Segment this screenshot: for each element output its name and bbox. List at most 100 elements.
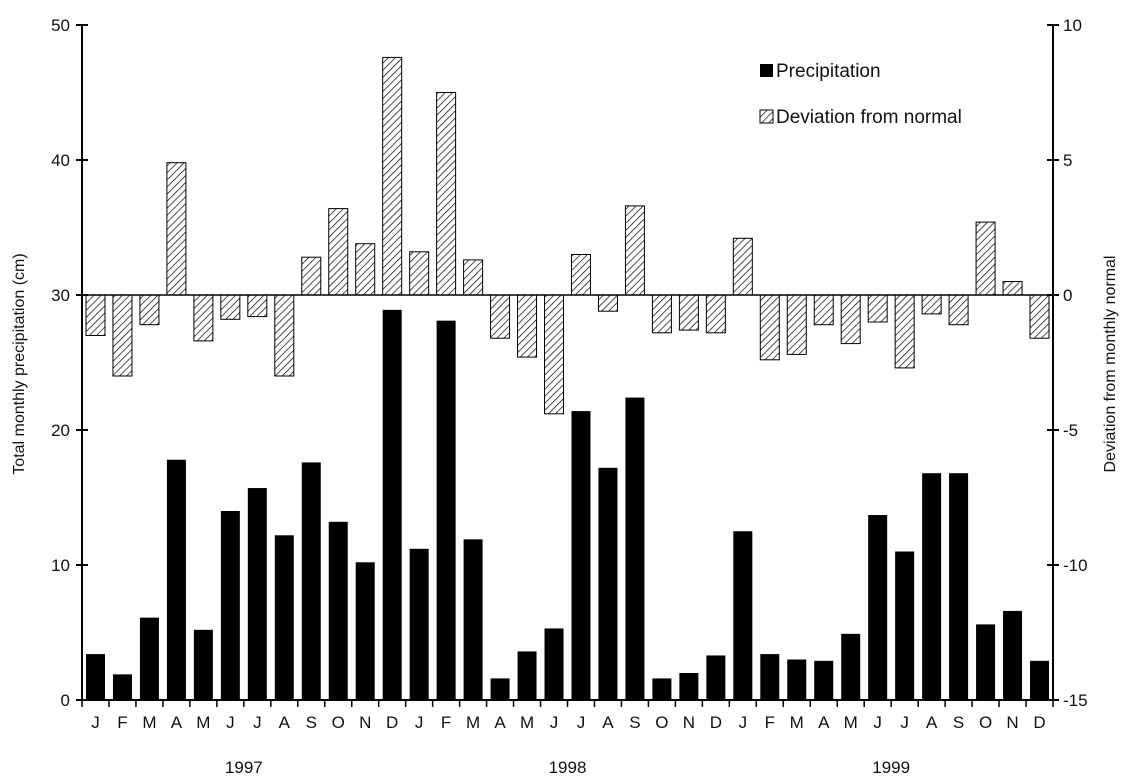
x-tick-label: A xyxy=(494,713,506,732)
x-tick-label: A xyxy=(926,713,938,732)
deviation-bar xyxy=(463,259,484,296)
deviation-bar xyxy=(301,256,322,296)
x-tick-label: J xyxy=(900,713,909,732)
deviation-bar xyxy=(382,56,403,296)
deviation-bar xyxy=(1029,294,1050,339)
deviation-bar xyxy=(921,294,942,315)
x-tick-label: J xyxy=(91,713,100,732)
x-tick-label: D xyxy=(1033,713,1045,732)
x-tick-label: J xyxy=(577,713,586,732)
right-tick-label: -5 xyxy=(1063,421,1078,440)
precipitation-bar xyxy=(409,548,429,700)
deviation-bar xyxy=(139,294,160,326)
deviation-bar xyxy=(948,294,969,326)
right-tick-label: 0 xyxy=(1063,286,1072,305)
deviation-bar xyxy=(112,294,133,377)
deviation-bar xyxy=(328,208,349,296)
precipitation-bar xyxy=(544,628,564,700)
right-tick-label: -15 xyxy=(1063,691,1088,710)
right-tick-label: 5 xyxy=(1063,151,1072,170)
deviation-bar xyxy=(624,205,645,296)
x-tick-label: J xyxy=(415,713,424,732)
x-tick-label: S xyxy=(306,713,317,732)
precipitation-bar xyxy=(733,531,753,700)
x-tick-label: N xyxy=(359,713,371,732)
precipitation-bar xyxy=(625,397,645,700)
right-axis-ticks: -15 -10 -5 0 5 10 xyxy=(1047,16,1088,710)
x-tick-label: A xyxy=(279,713,291,732)
precipitation-bar xyxy=(85,654,105,700)
deviation-bar xyxy=(544,294,565,415)
year-labels: 1997 1998 1999 xyxy=(225,758,910,777)
deviation-bar xyxy=(274,294,295,377)
deviation-bar xyxy=(840,294,861,345)
precipitation-bar xyxy=(193,629,213,700)
x-tick-label: M xyxy=(790,713,804,732)
left-tick-label: 30 xyxy=(51,286,70,305)
precipitation-bar xyxy=(247,488,267,700)
x-tick-label: J xyxy=(873,713,882,732)
precipitation-bar xyxy=(787,659,807,700)
right-tick-label: 10 xyxy=(1063,16,1082,35)
year-label: 1998 xyxy=(549,758,587,777)
legend-label-deviation: Deviation from normal xyxy=(776,107,962,128)
x-tick-label: A xyxy=(818,713,830,732)
deviation-bar xyxy=(247,294,268,318)
deviation-bar xyxy=(732,237,753,296)
legend-swatch-deviation xyxy=(759,109,774,124)
left-tick-label: 20 xyxy=(51,421,70,440)
precipitation-bar xyxy=(220,511,240,700)
precipitation-bar xyxy=(949,473,969,700)
left-tick-label: 0 xyxy=(61,691,70,710)
x-tick-label: J xyxy=(739,713,748,732)
precipitation-bar xyxy=(112,674,132,700)
deviation-bar xyxy=(570,254,591,296)
x-tick-label: M xyxy=(520,713,534,732)
precipitation-bar xyxy=(490,678,510,700)
precipitation-bar xyxy=(1003,610,1023,700)
precipitation-bar xyxy=(922,473,942,700)
deviation-bar xyxy=(678,294,699,331)
x-tick-label: O xyxy=(655,713,668,732)
precipitation-bar xyxy=(868,515,888,700)
precipitation-bar xyxy=(652,678,672,700)
x-tick-label: M xyxy=(844,713,858,732)
legend: Precipitation Deviation from normal xyxy=(759,61,962,128)
deviation-bar xyxy=(355,243,376,296)
left-axis-title: Total monthly precipitation (cm) xyxy=(11,253,28,474)
precipitation-bar xyxy=(382,309,402,700)
left-axis-ticks: 0 10 20 30 40 50 xyxy=(51,16,88,710)
deviation-bar xyxy=(490,294,511,339)
precipitation-bar xyxy=(355,562,375,700)
x-tick-label: J xyxy=(226,713,235,732)
deviation-bar xyxy=(220,294,241,320)
deviation-bar xyxy=(786,294,807,355)
x-tick-label: D xyxy=(386,713,398,732)
deviation-bar xyxy=(813,294,834,326)
left-tick-label: 10 xyxy=(51,556,70,575)
x-tick-label: J xyxy=(253,713,262,732)
x-tick-label: F xyxy=(441,713,451,732)
precipitation-bar xyxy=(814,660,834,700)
deviation-bar xyxy=(597,294,618,312)
x-tick-label: M xyxy=(196,713,210,732)
x-tick-label: F xyxy=(117,713,127,732)
precipitation-bar xyxy=(598,467,618,700)
right-axis-title: Deviation from monthly normal xyxy=(1102,256,1119,473)
x-tick-label: F xyxy=(765,713,775,732)
deviation-bar xyxy=(705,294,726,334)
deviation-bar xyxy=(1002,281,1023,296)
precipitation-bar xyxy=(706,655,726,700)
deviation-bar xyxy=(409,251,430,296)
legend-label-precipitation: Precipitation xyxy=(776,61,881,82)
precipitation-bars xyxy=(85,309,1050,700)
precipitation-bar xyxy=(517,651,537,700)
year-label: 1997 xyxy=(225,758,263,777)
x-tick-label: S xyxy=(953,713,964,732)
x-tick-label: N xyxy=(683,713,695,732)
left-tick-label: 40 xyxy=(51,151,70,170)
x-tick-label: O xyxy=(332,713,345,732)
precipitation-bar xyxy=(328,521,348,700)
deviation-bar xyxy=(894,294,915,369)
